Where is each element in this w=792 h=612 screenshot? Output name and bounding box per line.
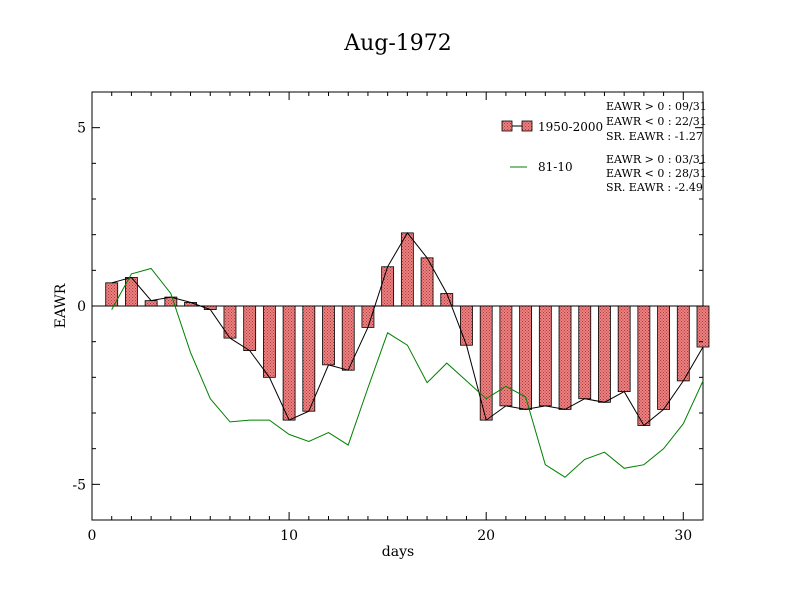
bar-day-22 bbox=[519, 305, 533, 410]
bar-day-27 bbox=[617, 305, 631, 392]
x-tick-label: 0 bbox=[88, 528, 97, 544]
plot-area bbox=[91, 91, 710, 521]
bar-day-15 bbox=[381, 266, 395, 307]
series-line-1950-2000 bbox=[111, 232, 704, 427]
stat-1950-2000-positive: EAWR > 0 : 09/31 bbox=[606, 100, 707, 113]
legend-swatch-bar-right bbox=[521, 120, 533, 132]
bar-day-31 bbox=[696, 305, 710, 348]
bar-day-10 bbox=[282, 305, 296, 421]
stats-annotations: EAWR > 0 : 09/31 EAWR < 0 : 22/31 SR. EA… bbox=[606, 100, 707, 194]
bar-day-26 bbox=[598, 305, 611, 403]
bar-day-7 bbox=[223, 305, 237, 339]
stat-81-10-sr: SR. EAWR : -2.49 bbox=[606, 181, 703, 194]
line-series bbox=[111, 232, 704, 478]
legend: 1950-2000 81-10 bbox=[501, 120, 603, 174]
bar-day-29 bbox=[657, 305, 670, 410]
axes: 0 10 20 30 -5 0 5 bbox=[72, 91, 704, 544]
stat-81-10-positive: EAWR > 0 : 03/31 bbox=[606, 153, 707, 166]
y-tick-label: -5 bbox=[72, 477, 86, 493]
bar-day-21 bbox=[499, 305, 513, 407]
bar-day-14 bbox=[361, 305, 375, 328]
bar-day-19 bbox=[460, 305, 473, 346]
bar-day-23 bbox=[538, 305, 552, 407]
x-tick-label: 10 bbox=[280, 528, 298, 544]
stat-1950-2000-negative: EAWR < 0 : 22/31 bbox=[606, 115, 707, 128]
bar-day-30 bbox=[676, 305, 690, 382]
bar-day-12 bbox=[322, 305, 335, 366]
legend-label-81-10: 81-10 bbox=[538, 160, 573, 174]
stat-1950-2000-sr: SR. EAWR : -1.27 bbox=[606, 130, 703, 143]
bar-day-9 bbox=[262, 305, 276, 378]
bar-day-24 bbox=[558, 305, 572, 410]
bar-day-3 bbox=[144, 300, 158, 307]
bar-day-16 bbox=[400, 232, 414, 307]
chart-title: Aug-1972 bbox=[343, 31, 452, 56]
bar-series-1950-2000 bbox=[105, 232, 710, 426]
legend-swatch-bar-left bbox=[501, 120, 513, 132]
bar-day-28 bbox=[637, 305, 651, 426]
series-line-81-10 bbox=[111, 267, 704, 478]
x-axis-label: days bbox=[382, 544, 414, 560]
bar-day-11 bbox=[302, 305, 316, 412]
y-tick-label: 0 bbox=[77, 299, 86, 315]
legend-label-1950-2000: 1950-2000 bbox=[538, 120, 603, 134]
bar-day-8 bbox=[243, 305, 257, 351]
y-axis-label: EAWR bbox=[53, 283, 69, 328]
y-tick-label: 5 bbox=[77, 121, 86, 137]
bar-day-25 bbox=[578, 305, 592, 400]
x-tick-label: 30 bbox=[674, 528, 692, 544]
stat-81-10-negative: EAWR < 0 : 28/31 bbox=[606, 167, 707, 180]
x-tick-label: 20 bbox=[477, 528, 495, 544]
